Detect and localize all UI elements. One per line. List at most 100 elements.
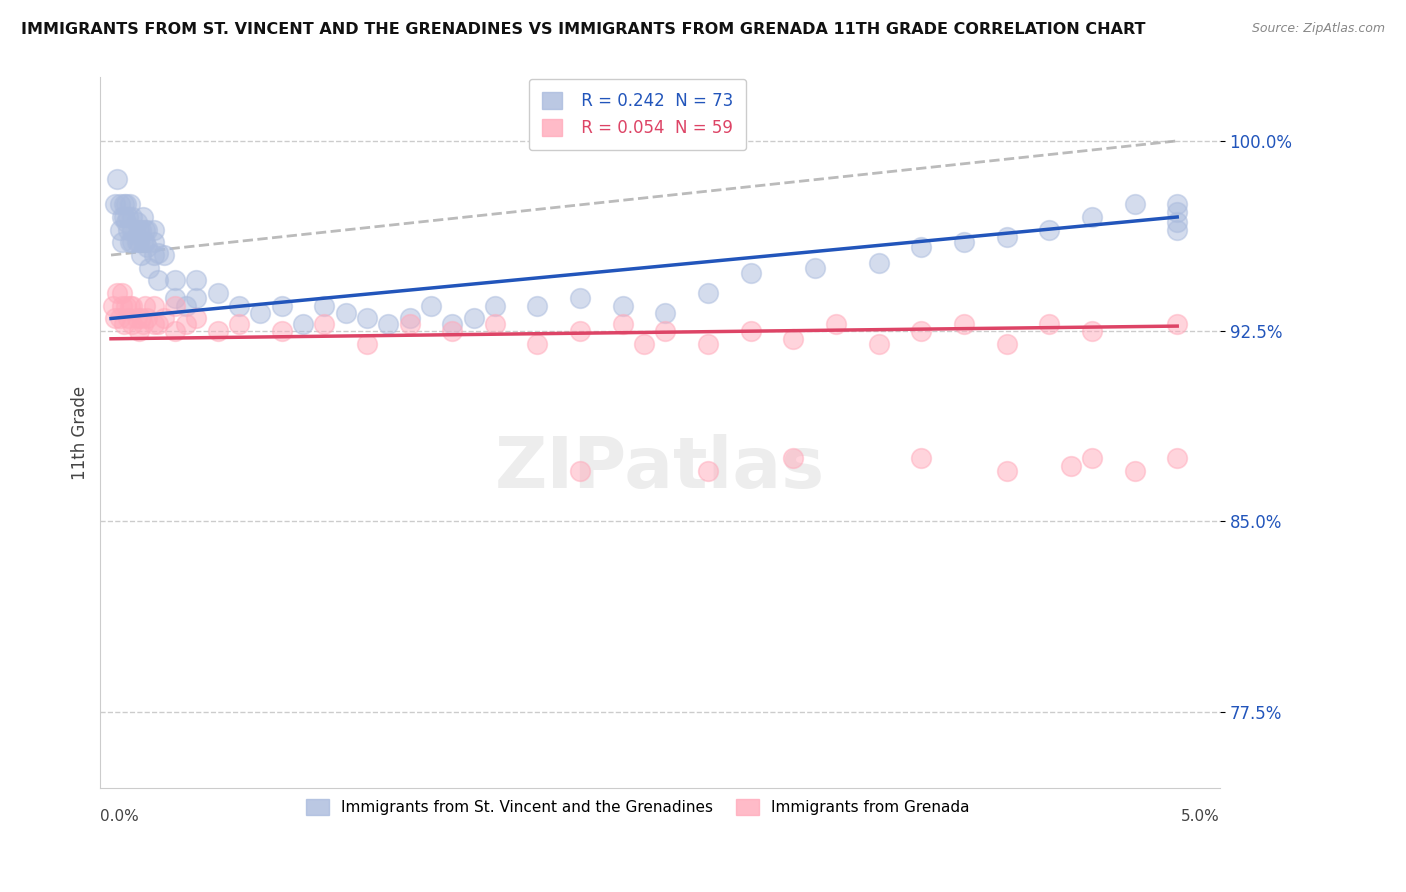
Point: [1081, 210, 1104, 224]
Point: [697, 336, 720, 351]
Point: [249, 306, 271, 320]
Point: [146, 317, 169, 331]
Point: [111, 210, 134, 224]
Point: [101, 299, 124, 313]
Point: [117, 210, 139, 224]
Point: [356, 336, 378, 351]
Point: [134, 222, 156, 236]
Point: [569, 464, 592, 478]
Point: [174, 317, 197, 331]
Point: [136, 222, 159, 236]
Point: [174, 299, 197, 313]
Point: [1123, 464, 1146, 478]
Point: [153, 248, 176, 262]
Point: [138, 260, 160, 275]
Point: [142, 235, 165, 250]
Point: [1038, 317, 1060, 331]
Point: [120, 299, 142, 313]
Point: [654, 324, 676, 338]
Point: [112, 197, 135, 211]
Point: [291, 317, 314, 331]
Point: [112, 317, 135, 331]
Point: [1166, 197, 1188, 211]
Point: [1081, 324, 1104, 338]
Point: [128, 222, 150, 236]
Point: [633, 336, 655, 351]
Point: [115, 197, 138, 211]
Point: [125, 235, 148, 250]
Point: [111, 235, 134, 250]
Point: [207, 286, 229, 301]
Point: [612, 299, 634, 313]
Point: [132, 210, 155, 224]
Point: [163, 291, 186, 305]
Point: [117, 222, 139, 236]
Y-axis label: 11th Grade: 11th Grade: [72, 385, 89, 480]
Point: [115, 215, 138, 229]
Point: [1166, 222, 1188, 236]
Point: [121, 222, 143, 236]
Point: [314, 317, 336, 331]
Point: [463, 311, 485, 326]
Point: [868, 255, 890, 269]
Point: [121, 299, 143, 313]
Point: [108, 222, 131, 236]
Point: [163, 324, 186, 338]
Point: [526, 336, 548, 351]
Point: [186, 291, 208, 305]
Point: [132, 317, 155, 331]
Point: [107, 172, 129, 186]
Point: [132, 235, 155, 250]
Text: ZIPatlas: ZIPatlas: [495, 434, 825, 503]
Point: [117, 311, 139, 326]
Point: [153, 311, 176, 326]
Point: [1038, 222, 1060, 236]
Point: [107, 286, 129, 301]
Point: [953, 317, 976, 331]
Point: [136, 311, 159, 326]
Point: [1166, 450, 1188, 465]
Point: [526, 299, 548, 313]
Point: [953, 235, 976, 250]
Point: [868, 336, 890, 351]
Point: [104, 311, 127, 326]
Point: [228, 317, 250, 331]
Point: [335, 306, 357, 320]
Point: [1059, 458, 1081, 473]
Point: [142, 317, 165, 331]
Point: [654, 306, 676, 320]
Point: [995, 336, 1018, 351]
Point: [111, 299, 134, 313]
Point: [740, 324, 762, 338]
Point: [910, 450, 932, 465]
Point: [186, 311, 208, 326]
Point: [121, 317, 143, 331]
Point: [419, 299, 441, 313]
Point: [134, 235, 156, 250]
Point: [398, 311, 420, 326]
Point: [441, 324, 464, 338]
Point: [115, 299, 138, 313]
Point: [121, 235, 143, 250]
Point: [142, 222, 165, 236]
Point: [228, 299, 250, 313]
Point: [112, 210, 135, 224]
Point: [125, 215, 148, 229]
Point: [441, 317, 464, 331]
Point: [314, 299, 336, 313]
Text: Source: ZipAtlas.com: Source: ZipAtlas.com: [1251, 22, 1385, 36]
Point: [270, 299, 292, 313]
Point: [120, 235, 142, 250]
Point: [1123, 197, 1146, 211]
Point: [398, 317, 420, 331]
Point: [484, 299, 506, 313]
Point: [377, 317, 399, 331]
Point: [120, 197, 142, 211]
Point: [129, 222, 152, 236]
Point: [121, 210, 143, 224]
Point: [825, 317, 848, 331]
Point: [129, 248, 152, 262]
Point: [146, 245, 169, 260]
Point: [134, 299, 156, 313]
Point: [270, 324, 292, 338]
